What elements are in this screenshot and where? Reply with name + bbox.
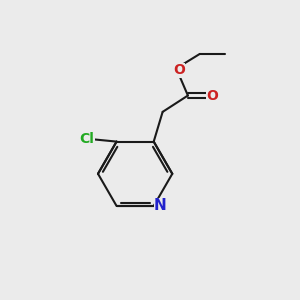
Text: O: O [206, 88, 218, 103]
Text: N: N [154, 199, 167, 214]
Text: Cl: Cl [80, 132, 94, 145]
Text: O: O [173, 63, 185, 77]
